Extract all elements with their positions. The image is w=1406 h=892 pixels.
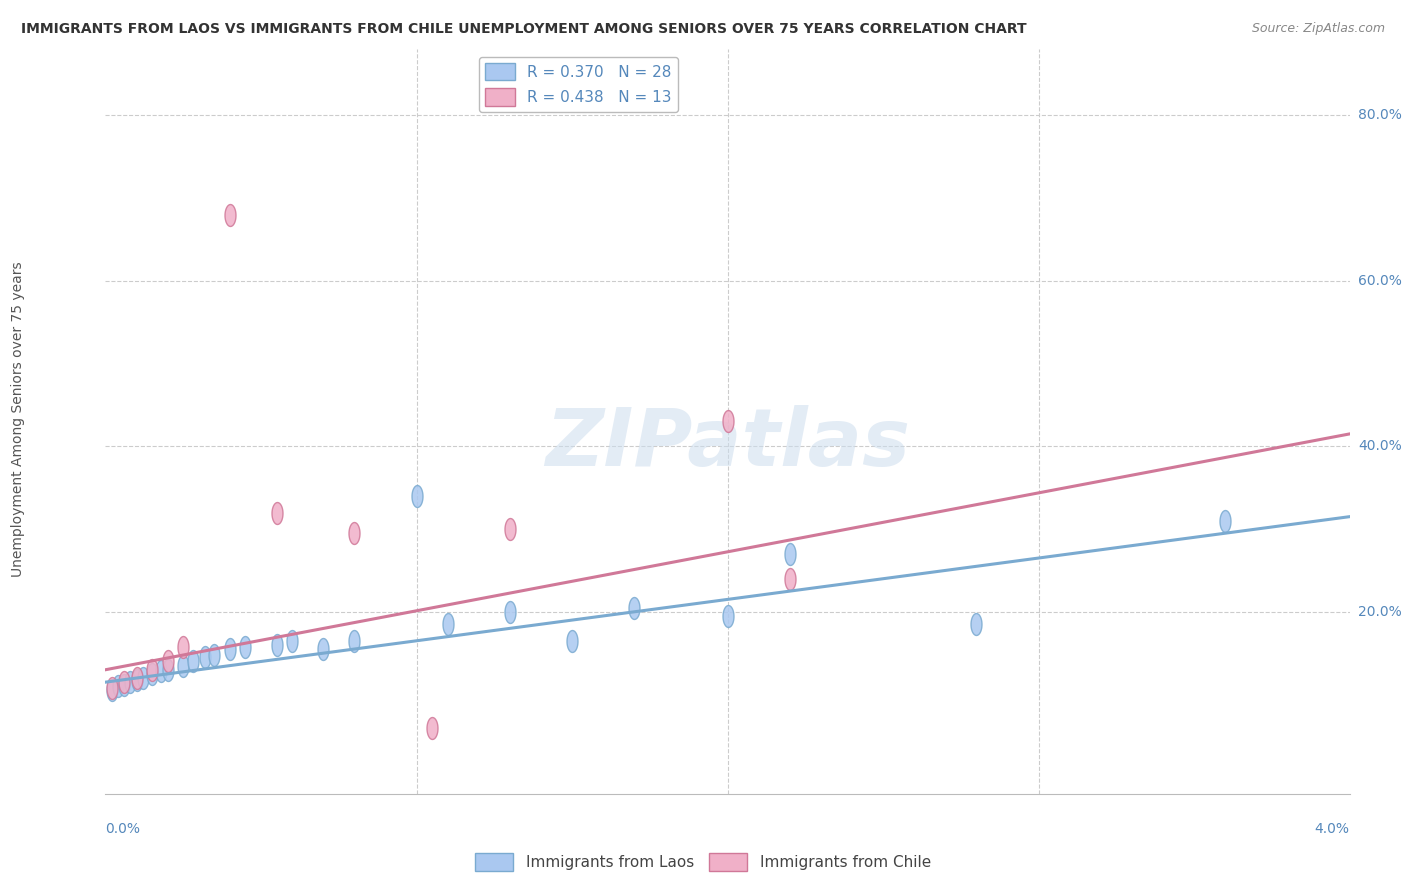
Text: Source: ZipAtlas.com: Source: ZipAtlas.com bbox=[1251, 22, 1385, 36]
Point bbox=[235, 640, 257, 654]
Point bbox=[125, 673, 148, 687]
Point bbox=[717, 609, 740, 624]
Point bbox=[194, 650, 217, 665]
Point bbox=[561, 633, 583, 648]
Point bbox=[966, 617, 988, 632]
Point bbox=[181, 655, 204, 669]
Text: 0.0%: 0.0% bbox=[105, 822, 141, 836]
Text: 80.0%: 80.0% bbox=[1358, 108, 1402, 122]
Text: Unemployment Among Seniors over 75 years: Unemployment Among Seniors over 75 years bbox=[11, 261, 25, 577]
Text: 40.0%: 40.0% bbox=[1358, 439, 1402, 453]
Text: ZIPatlas: ZIPatlas bbox=[546, 405, 910, 483]
Point bbox=[125, 671, 148, 685]
Point bbox=[312, 642, 335, 657]
Point bbox=[499, 522, 522, 536]
Point bbox=[150, 665, 173, 679]
Text: IMMIGRANTS FROM LAOS VS IMMIGRANTS FROM CHILE UNEMPLOYMENT AMONG SENIORS OVER 75: IMMIGRANTS FROM LAOS VS IMMIGRANTS FROM … bbox=[21, 22, 1026, 37]
Point bbox=[717, 414, 740, 429]
Point bbox=[499, 605, 522, 619]
Point bbox=[343, 633, 366, 648]
Point bbox=[202, 648, 225, 662]
Point bbox=[112, 675, 135, 690]
Point bbox=[266, 506, 288, 520]
Point bbox=[281, 633, 304, 648]
Point bbox=[172, 658, 194, 673]
Point bbox=[1215, 514, 1237, 528]
Point bbox=[107, 679, 129, 693]
Point bbox=[779, 572, 801, 586]
Text: 60.0%: 60.0% bbox=[1358, 274, 1402, 288]
Point bbox=[405, 489, 427, 503]
Point bbox=[156, 663, 179, 677]
Point bbox=[623, 600, 645, 615]
Point bbox=[132, 671, 155, 685]
Legend: R = 0.370   N = 28, R = 0.438   N = 13: R = 0.370 N = 28, R = 0.438 N = 13 bbox=[478, 57, 678, 112]
Point bbox=[141, 663, 163, 677]
Text: 4.0%: 4.0% bbox=[1315, 822, 1350, 836]
Point bbox=[156, 655, 179, 669]
Point bbox=[112, 678, 135, 692]
Point bbox=[141, 666, 163, 681]
Point bbox=[100, 681, 122, 695]
Legend: Immigrants from Laos, Immigrants from Chile: Immigrants from Laos, Immigrants from Ch… bbox=[470, 847, 936, 877]
Point bbox=[219, 208, 242, 222]
Point bbox=[779, 547, 801, 561]
Point bbox=[219, 642, 242, 657]
Point bbox=[120, 675, 142, 690]
Point bbox=[266, 638, 288, 652]
Point bbox=[172, 640, 194, 654]
Point bbox=[436, 617, 458, 632]
Point bbox=[100, 683, 122, 698]
Point bbox=[420, 721, 443, 735]
Text: 20.0%: 20.0% bbox=[1358, 605, 1402, 619]
Point bbox=[343, 526, 366, 541]
